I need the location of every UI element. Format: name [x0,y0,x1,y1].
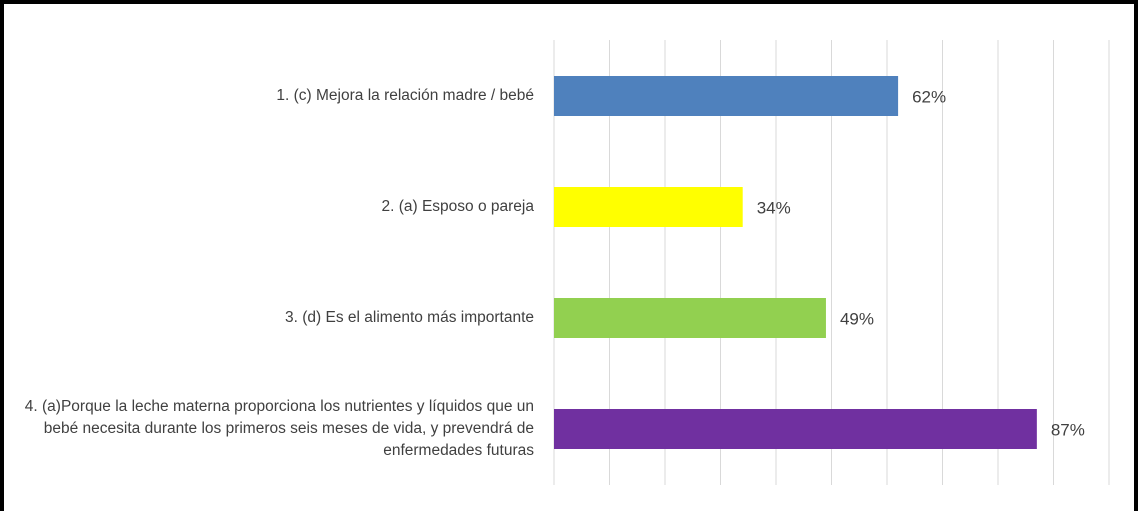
bar [554,298,826,338]
category-text: 2. (a) Esposo o pareja [381,198,534,215]
bar [554,187,743,227]
value-label: 49% [840,309,874,328]
category-label: 4. (a)Porque la leche materna proporcion… [12,389,534,469]
category-text: 3. (d) Es el alimento más importante [285,309,534,326]
category-label: 2. (a) Esposo o pareja [12,167,534,247]
category-label: 1. (c) Mejora la relación madre / bebé [12,56,534,136]
category-text: 4. (a)Porque la leche materna proporcion… [24,398,534,459]
category-label: 3. (d) Es el alimento más importante [12,278,534,358]
bar [554,76,899,116]
value-label: 87% [1051,420,1085,439]
category-text: 1. (c) Mejora la relación madre / bebé [276,87,534,104]
value-label: 34% [757,198,791,217]
bar [554,409,1037,449]
value-label: 62% [912,87,946,106]
